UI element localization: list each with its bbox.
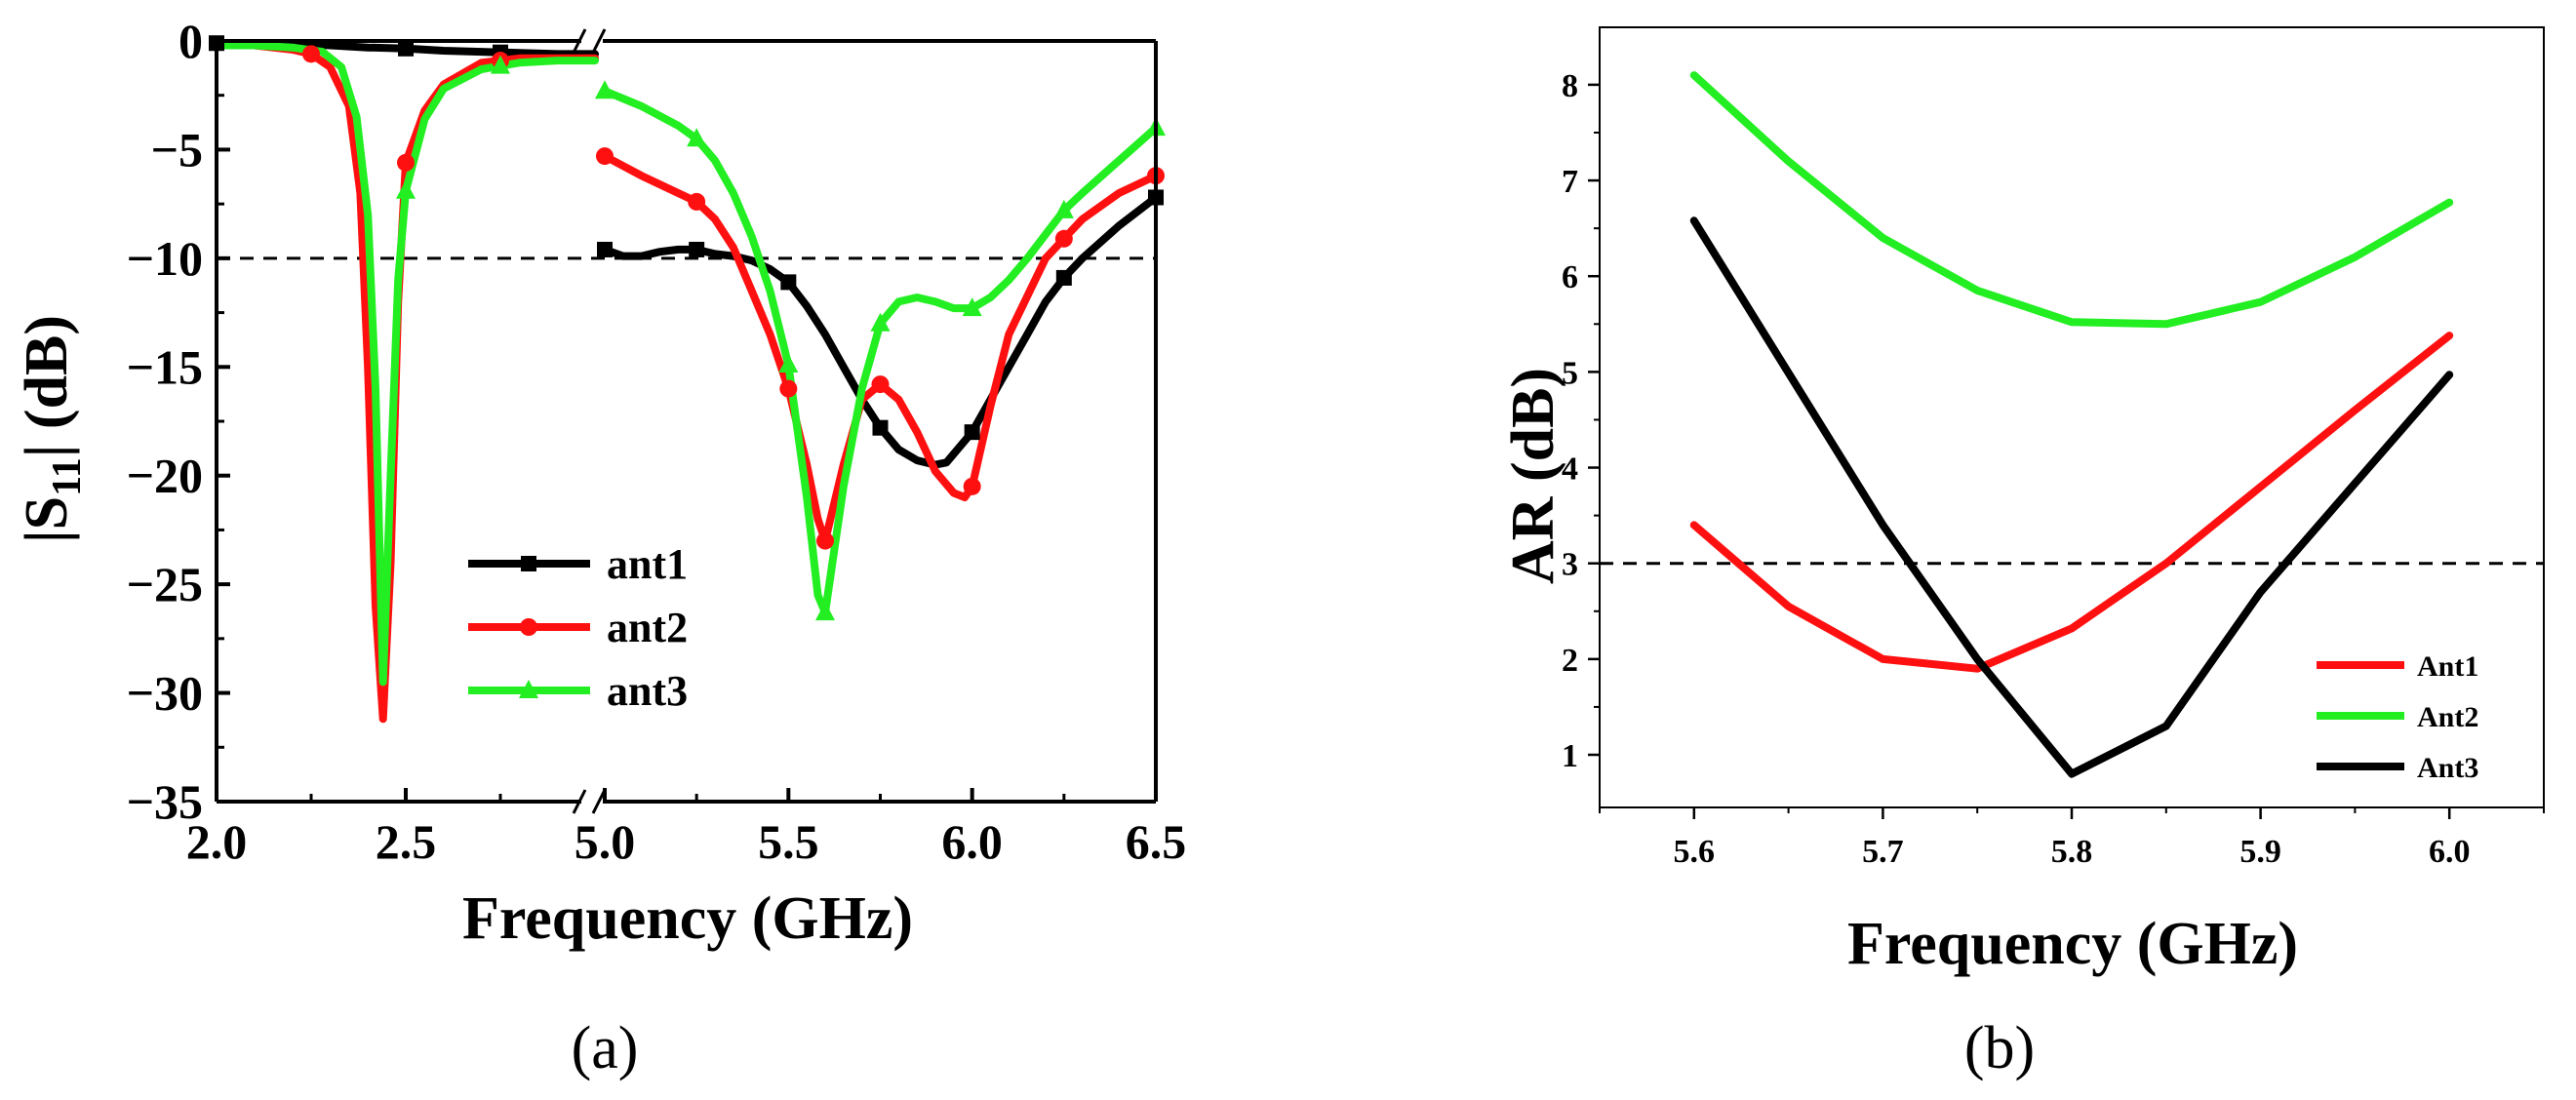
y-tick-label-b: 1 [1562,738,1578,774]
series-ant1-marker [964,424,980,441]
legend-a: ant1 ant2 ant3 [468,540,688,715]
series-Ant1-line [1689,332,2454,673]
series-ant2-marker [397,153,415,172]
series-ant3-marker [491,55,510,74]
series-ant3-marker [595,80,614,99]
series-ant3-marker [1053,199,1074,218]
plot-frame-b [1599,26,2545,808]
series-ant2-marker [779,379,798,398]
legend-ant2-marker [520,618,537,636]
x-tick-label-b: 5.7 [1862,834,1904,870]
x-tick-label-a: 2.0 [186,814,248,869]
y-tick-label-b: 4 [1562,452,1578,488]
x-axis-label-a: Frequency (GHz) [462,885,913,952]
series-ant3-marker [778,354,799,373]
y-tick-label-a: −35 [127,774,204,829]
y-tick-label-a: −10 [127,231,204,286]
series-ant3-marker [815,602,835,621]
y-axis-label-b: AR (dB) [1500,368,1566,584]
legend-Ant3-label: Ant3 [2417,752,2478,784]
series-ant3-marker [962,297,982,317]
axis-break-mark [591,28,607,54]
series-ant2-marker [816,531,834,550]
panel-label-a: (a) [572,1015,639,1081]
y-tick-label-b: 3 [1562,547,1578,583]
series-ant1-marker [398,40,414,57]
x-tick-label-b: 6.0 [2429,834,2471,870]
y-tick-label-b: 8 [1562,68,1578,104]
y-tick-label-a: −15 [127,339,204,394]
y-tick-label-b: 7 [1562,164,1578,200]
y-tick-label-a: −30 [127,666,204,721]
series-ant1-marker [780,274,797,291]
y-tick-label-b: 5 [1562,355,1578,391]
legend-Ant2-label: Ant2 [2417,701,2478,733]
x-axis-label-b: Frequency (GHz) [1847,911,2298,977]
x-tick-label-a: 5.0 [575,814,636,869]
x-tick-label-a: 5.5 [758,814,819,869]
series-ant2-marker [1054,229,1073,248]
chart-panel-a: 0−5−10−15−20−25−30−352.0 2.5 5.0 5.5 6.0 6.5 … [14,14,1186,1081]
y-tick-label-a: −5 [151,122,204,177]
series-ant1-marker [597,241,613,257]
series-ant2-line-high [601,152,1156,545]
legend-ant3-marker [519,680,538,698]
series-ant2-marker [963,477,981,495]
series-ant3-marker [687,128,707,147]
x-tick-label-a: 2.5 [376,814,437,869]
series-ant1-marker [872,419,889,436]
series-ant2-line-low [217,41,599,724]
axis-break-mark [572,28,587,54]
legend-ant1-label: ant1 [607,540,688,588]
x-tick-label-a: 6.5 [1126,814,1187,869]
series-ant1-marker [689,241,705,257]
series-ant3-marker [396,179,416,199]
axis-break-mark [572,789,587,814]
series-ant2-marker [302,45,320,63]
y-axis-label-a: |S11| (dB) [14,315,90,543]
y-tick-label-b: 2 [1562,643,1578,679]
series-ant2-marker [871,375,890,394]
x-tick-label-b: 5.8 [2051,834,2093,870]
legend-ant2-label: ant2 [607,604,688,651]
series-ant1-marker [1055,269,1072,286]
x-tick-label-b: 5.6 [1674,834,1716,870]
series-ant3-line-low [217,41,599,687]
x-tick-label-a: 6.0 [941,814,1003,869]
series-ant2-marker [596,147,614,166]
legend-b: Ant1 Ant2 Ant3 [2317,650,2478,784]
y-tick-label-a: −25 [127,557,204,611]
series-ant3-marker [870,312,891,332]
series-Ant2-line [1689,71,2454,329]
y-tick-label-a: −20 [127,449,204,503]
series-ant2-marker [688,192,706,211]
y-tick-label-b: 6 [1562,259,1578,295]
legend-Ant1-label: Ant1 [2417,650,2478,683]
legend-ant3-label: ant3 [607,667,688,715]
series-Ant3-line [1689,216,2454,778]
legend-ant1-marker [521,556,536,571]
series-ant3-line-high [601,87,1156,617]
y-tick-label-a: 0 [178,14,203,68]
panel-label-b: (b) [1964,1015,2035,1081]
x-tick-label-b: 5.9 [2239,834,2281,870]
